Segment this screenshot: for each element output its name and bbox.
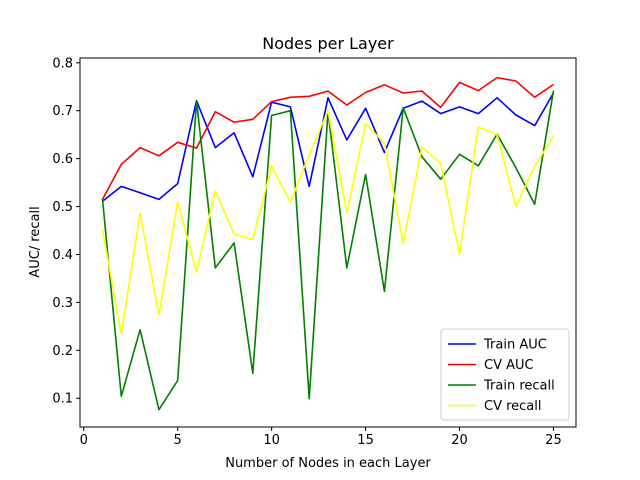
y-tick-label: 0.3 (52, 296, 73, 311)
x-tick-label: 0 (80, 433, 88, 448)
legend-label-cv-recall: CV recall (484, 399, 542, 414)
x-tick-label: 5 (174, 433, 182, 448)
legend-frame (440, 328, 570, 421)
x-tick-label: 20 (451, 433, 468, 448)
series-line-cv-auc (101, 76, 554, 200)
y-axis-label: AUC/ recall (28, 206, 43, 277)
y-tick-label: 0.4 (52, 248, 73, 263)
x-tick-label: 10 (263, 433, 280, 448)
legend-label-train-auc: Train AUC (483, 338, 547, 353)
x-tick-label: 15 (357, 433, 374, 448)
series-lines (101, 76, 555, 411)
y-tick-label: 0.2 (52, 344, 73, 359)
y-tick-label: 0.8 (52, 56, 73, 71)
series-line-train-auc (102, 92, 555, 202)
y-tick-label: 0.1 (52, 392, 73, 407)
legend-label-cv-auc: CV AUC (484, 358, 534, 373)
x-axis-ticks: 0 5 10 15 20 25 (80, 427, 562, 448)
legend-label-train-recall: Train recall (483, 379, 555, 394)
y-tick-label: 0.7 (52, 104, 73, 119)
y-tick-label: 0.5 (52, 200, 73, 215)
x-axis-label: Number of Nodes in each Layer (225, 456, 431, 471)
plot-frame (79, 57, 577, 428)
y-axis-ticks: 0.1 0.2 0.3 0.4 0.5 0.6 0.7 0.8 (52, 56, 80, 407)
chart-title: Nodes per Layer (262, 34, 394, 53)
legend: Train AUC CV AUC Train recall CV recall (440, 328, 570, 421)
y-tick-label: 0.6 (52, 152, 73, 167)
x-tick-label: 25 (545, 433, 562, 448)
series-line-cv-recall (101, 109, 555, 335)
